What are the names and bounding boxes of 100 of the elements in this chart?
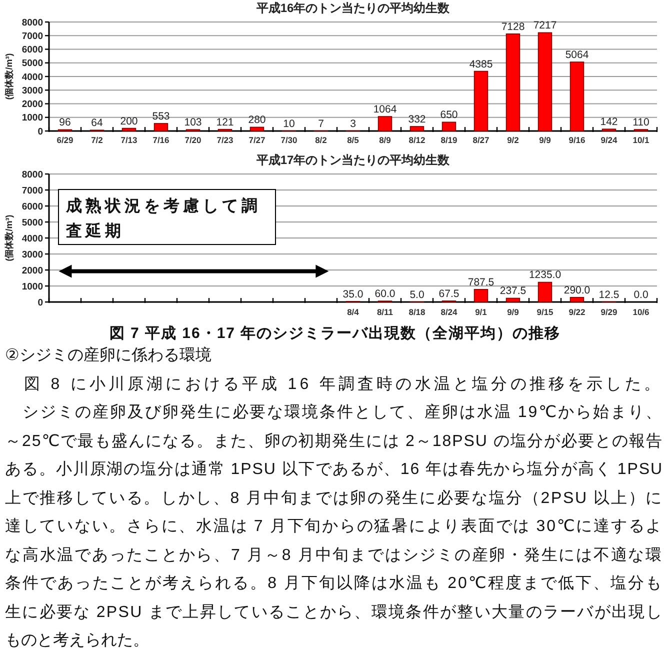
text: 図 8 に小川原湖における平成 16 年調査時の水温と塩分の推移を示した。 xyxy=(23,376,663,392)
y-tick-label: 7000 xyxy=(22,185,43,196)
y-tick-label: 8000 xyxy=(22,169,43,180)
data-label: 3 xyxy=(350,118,356,130)
y-tick-label: 5000 xyxy=(22,217,43,228)
x-tick-label: 8/27 xyxy=(472,135,490,145)
y-tick-label: 2000 xyxy=(22,99,43,110)
bar xyxy=(474,70,488,132)
x-tick-label: 7/13 xyxy=(120,135,138,145)
bar xyxy=(538,32,552,132)
x-tick-label: 9/22 xyxy=(568,307,586,317)
bar xyxy=(538,282,552,302)
data-label: 121 xyxy=(216,116,234,128)
data-label: 5.0 xyxy=(410,288,424,301)
y-tick-label: 3000 xyxy=(22,249,43,260)
x-tick-label: 10/6 xyxy=(632,307,650,317)
data-label: 12.5 xyxy=(598,288,620,301)
y-tick-label: 7000 xyxy=(22,30,43,42)
data-label: 142 xyxy=(600,116,618,128)
bar xyxy=(378,116,392,132)
chart-title: 平成16年のトン当たりの平均幼生数 xyxy=(255,1,451,15)
caption: 図 7 平成 16・17 年のシジミラーバ出現数（全湖平均）の推移 xyxy=(108,324,562,344)
text: な高水温であったことから、7 月～8 月中旬まではシジミの産卵・発生には不適な環 xyxy=(5,546,663,564)
bar xyxy=(250,126,264,132)
data-label: 67.5 xyxy=(438,288,460,300)
y-axis-title: (個体数/m³) xyxy=(4,214,14,262)
text: ～25℃で最も盛んになる。また、卵の初期発生には 2～18PSU の塩分が必要との報告 xyxy=(5,432,663,450)
text: 条件であったことが考えられる。8 月下旬以降は水温も 20℃程度まで低下、塩分も xyxy=(5,575,663,592)
y-tick-label: 8000 xyxy=(22,17,43,28)
bar xyxy=(570,296,584,302)
x-tick-label: 9/29 xyxy=(600,307,618,317)
chart-title: 平成17年のトン当たりの平均幼生数 xyxy=(255,153,451,167)
text: 生に必要な 2PSU まで上昇していることから、環境条件が整い大量のラーバが出現し xyxy=(5,604,663,620)
text: ものと考えられた。 xyxy=(5,632,149,649)
x-tick-label: 8/19 xyxy=(440,135,458,145)
data-label: 332 xyxy=(408,113,426,126)
x-tick-label: 7/2 xyxy=(91,135,104,145)
data-label: 0.0 xyxy=(634,289,648,301)
data-label: 200 xyxy=(120,115,138,128)
data-label: 1064 xyxy=(373,104,397,116)
text: シジミの産卵及び卵発生に必要な環境条件として、産卵は水温 19℃から始まり、 xyxy=(21,404,663,421)
bar xyxy=(570,62,584,132)
text: ある。小川原湖の塩分は通常 1PSU 以下であるが、16 年は春先から塩分が高く 1PSU xyxy=(5,461,663,478)
x-tick-label: 8/5 xyxy=(347,135,360,145)
x-tick-label: 7/27 xyxy=(248,135,266,145)
data-label: 7217 xyxy=(533,20,557,32)
y-tick-label: 2000 xyxy=(22,265,43,276)
bar xyxy=(442,122,456,132)
data-label: 35.0 xyxy=(342,288,364,300)
x-tick-label: 8/12 xyxy=(408,135,426,145)
data-label: 650 xyxy=(440,109,458,122)
y-tick-label: 1000 xyxy=(22,281,43,292)
data-label: 4385 xyxy=(469,58,493,70)
data-label: 5064 xyxy=(565,49,589,62)
bar xyxy=(506,298,520,302)
x-tick-label: 8/2 xyxy=(315,135,328,145)
text: ②シジミの産卵に係わる環境 xyxy=(5,347,212,364)
bar xyxy=(474,289,488,302)
x-tick-label: 9/2 xyxy=(507,135,520,145)
y-tick-label: 4000 xyxy=(22,72,43,83)
data-label: 96 xyxy=(59,116,71,129)
text: 達していない。さらに、水温は 7 月下旬からの猛暑により表面では 30℃に達するよ xyxy=(5,518,663,535)
y-tick-label: 6000 xyxy=(22,201,43,212)
x-tick-label: 9/1 xyxy=(475,307,488,317)
data-label: 1235.0 xyxy=(528,269,562,282)
bar xyxy=(154,123,168,132)
x-tick-label: 8/11 xyxy=(376,307,394,317)
x-tick-label: 9/15 xyxy=(536,307,554,317)
annotation: 成熟状況を考慮して調査延期 xyxy=(58,189,276,245)
y-tick-label: 4000 xyxy=(22,233,43,244)
data-label: 64 xyxy=(91,117,103,130)
y-tick-label: 0 xyxy=(38,297,43,308)
x-tick-label: 8/18 xyxy=(408,307,426,317)
x-tick-label: 8/4 xyxy=(347,307,360,317)
bar xyxy=(506,33,520,132)
y-tick-label: 0 xyxy=(38,126,43,138)
y-tick-label: 3000 xyxy=(22,85,43,96)
x-tick-label: 6/29 xyxy=(56,135,74,145)
x-tick-label: 9/24 xyxy=(600,135,618,145)
y-tick-label: 5000 xyxy=(22,58,43,70)
x-tick-label: 7/16 xyxy=(152,135,170,145)
x-tick-label: 7/30 xyxy=(280,135,298,145)
data-label: 237.5 xyxy=(500,285,526,298)
y-tick-label: 6000 xyxy=(22,44,43,56)
y-axis-title: (個体数/m³) xyxy=(4,53,14,100)
data-label: 7128 xyxy=(501,20,525,33)
data-label: 553 xyxy=(152,110,170,122)
text: 上で推移している。しかし、8 月中旬までは卵の発生に必要な塩分（2PSU 以上）に xyxy=(5,490,663,506)
data-label: 60.0 xyxy=(374,288,396,300)
x-tick-label: 7/23 xyxy=(216,135,234,145)
x-tick-label: 8/24 xyxy=(440,307,458,317)
x-tick-label: 7/20 xyxy=(184,135,202,145)
data-label: 787.5 xyxy=(468,276,494,288)
x-tick-label: 10/1 xyxy=(632,135,650,145)
y-tick-label: 1000 xyxy=(22,112,43,124)
bar xyxy=(122,128,136,132)
x-tick-label: 9/9 xyxy=(507,307,520,317)
data-label: 7 xyxy=(318,118,324,130)
x-tick-label: 8/9 xyxy=(379,135,392,145)
data-label: 290.0 xyxy=(564,284,590,296)
